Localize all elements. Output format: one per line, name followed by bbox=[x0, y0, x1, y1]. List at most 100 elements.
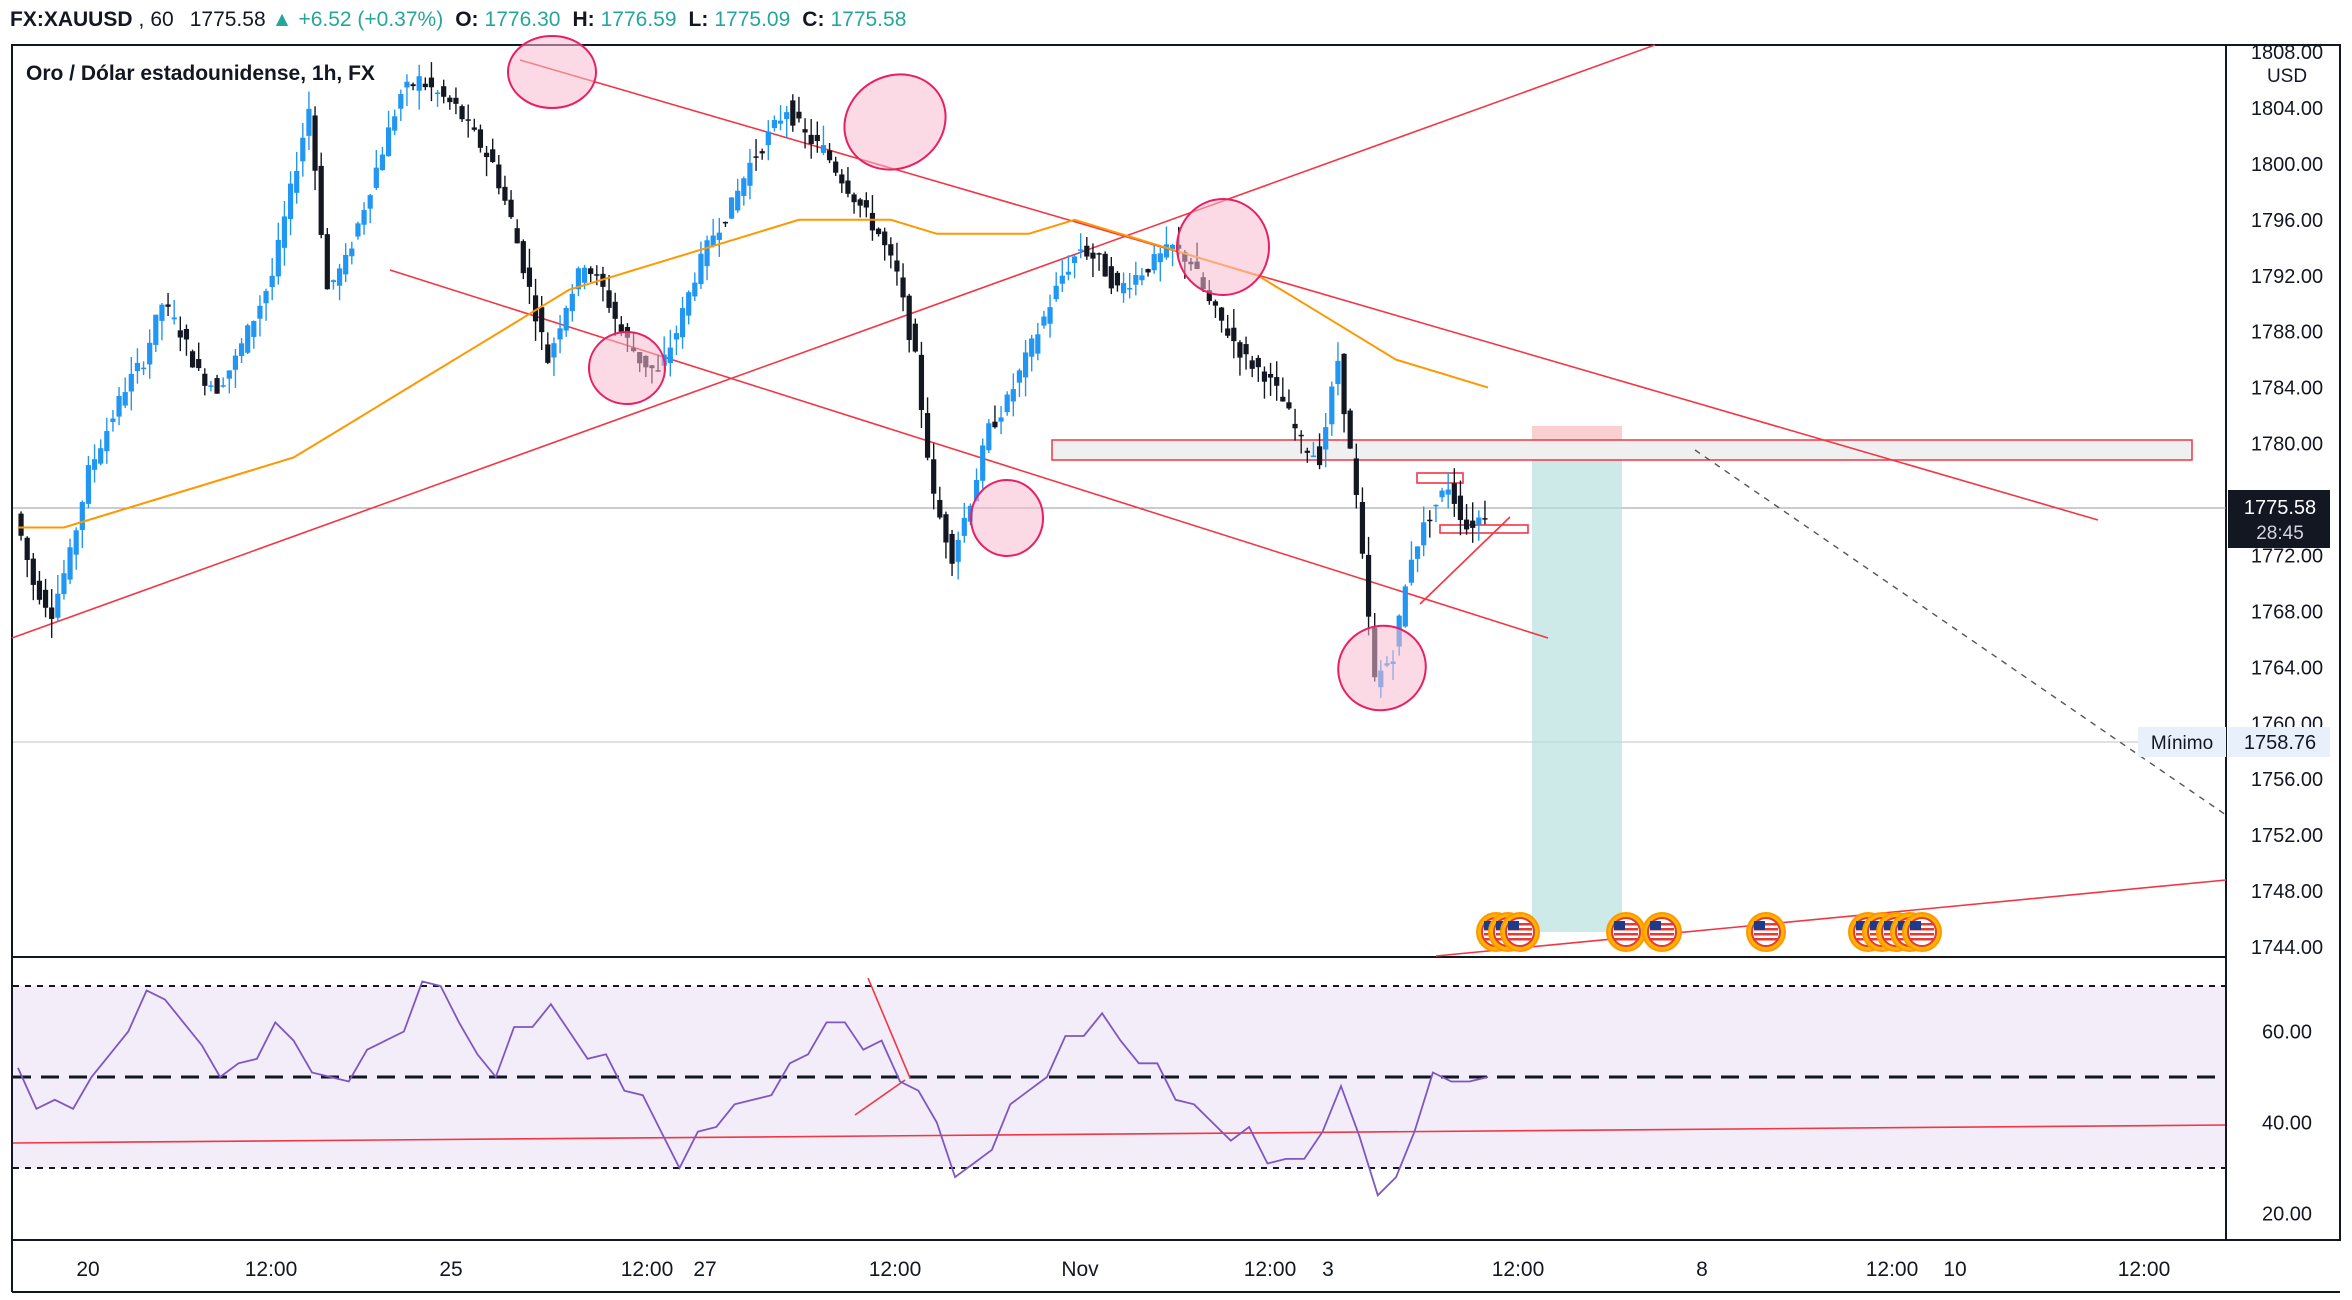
us-flag-icon[interactable] bbox=[1642, 912, 1682, 952]
candle-body bbox=[606, 290, 612, 308]
symbol-sep: , bbox=[138, 8, 145, 31]
interval[interactable]: 60 bbox=[150, 8, 174, 31]
candle-body bbox=[1139, 275, 1145, 281]
candle-body bbox=[973, 480, 980, 502]
min-label: Mínimo bbox=[2151, 733, 2213, 754]
trendline-small-a[interactable] bbox=[1419, 516, 1511, 605]
countdown: 28:45 bbox=[2256, 523, 2304, 544]
candle-body bbox=[1243, 344, 1249, 355]
candle-body bbox=[1163, 244, 1170, 258]
candle-body bbox=[1145, 269, 1151, 273]
price-axis[interactable]: 1744.001748.001752.001756.001760.001764.… bbox=[2251, 42, 2323, 959]
us-flag-icon[interactable] bbox=[1746, 912, 1786, 952]
candle-body bbox=[226, 370, 232, 379]
close-value: 1775.58 bbox=[830, 8, 907, 31]
candle-body bbox=[404, 81, 410, 88]
candle-body bbox=[986, 423, 992, 451]
candle-body bbox=[349, 248, 355, 257]
candle-body bbox=[1427, 519, 1433, 522]
candle-body bbox=[490, 149, 496, 162]
candle-body bbox=[1304, 450, 1310, 453]
pivot-ellipse[interactable] bbox=[507, 35, 597, 109]
trendline-ascending[interactable] bbox=[11, 44, 1656, 639]
candle-body bbox=[140, 367, 147, 370]
candle-body bbox=[392, 116, 398, 131]
candle-body bbox=[955, 539, 961, 562]
candle-body bbox=[1310, 455, 1317, 458]
candle-body bbox=[551, 343, 557, 358]
candle-body bbox=[269, 275, 275, 288]
mini-box-a[interactable] bbox=[1416, 472, 1464, 484]
candle-body bbox=[777, 120, 784, 124]
trendline-rsi[interactable] bbox=[12, 1124, 2226, 1144]
price-tick-label: 1748.00 bbox=[2251, 881, 2323, 903]
target-zone[interactable] bbox=[1532, 446, 1622, 932]
candle-body bbox=[826, 150, 833, 161]
pivot-ellipse[interactable] bbox=[1176, 198, 1270, 296]
candle-body bbox=[508, 199, 514, 218]
chart-legend[interactable]: Oro / Dólar estadounidense, 1h, FX bbox=[26, 62, 375, 85]
mini-box-b[interactable] bbox=[1439, 524, 1529, 534]
rsi-axis[interactable]: 20.00 40.00 60.00 bbox=[2262, 1022, 2312, 1226]
us-flag-icon[interactable] bbox=[1500, 912, 1540, 952]
time-tick-label: 3 bbox=[1322, 1258, 1334, 1281]
resistance-box[interactable] bbox=[1051, 439, 2193, 461]
candle-body bbox=[165, 304, 171, 307]
candle-body bbox=[1255, 357, 1261, 368]
pivot-ellipse[interactable] bbox=[588, 331, 666, 405]
symbol-name[interactable]: FX:XAUUSD bbox=[10, 8, 133, 31]
candle-body bbox=[312, 115, 318, 171]
trendlines[interactable] bbox=[11, 44, 2227, 1144]
currency-label[interactable]: USD bbox=[2267, 66, 2307, 87]
candle-body bbox=[765, 131, 771, 146]
pivot-ellipse[interactable] bbox=[970, 479, 1044, 557]
candle-body bbox=[1127, 288, 1133, 290]
candle-body bbox=[808, 134, 814, 145]
candle-body bbox=[918, 354, 925, 410]
candle-body bbox=[281, 216, 288, 248]
candle-body bbox=[784, 112, 790, 120]
projection-line[interactable] bbox=[1694, 449, 2227, 816]
trendline-rsi-short-a[interactable] bbox=[867, 977, 911, 1079]
candle-body bbox=[692, 282, 698, 297]
candle-body bbox=[1151, 254, 1157, 271]
price-tick-label: 1800.00 bbox=[2251, 154, 2323, 176]
candle-body bbox=[539, 307, 545, 333]
pivot-ellipse[interactable] bbox=[1326, 613, 1437, 722]
price-tick-label: 1796.00 bbox=[2251, 210, 2323, 232]
trendline-channel-lower[interactable] bbox=[389, 269, 1549, 639]
candle-body bbox=[257, 305, 263, 319]
low-value: 1775.09 bbox=[714, 8, 791, 31]
trendline-descending[interactable] bbox=[519, 59, 2099, 521]
candle-body bbox=[557, 328, 563, 340]
candle-body bbox=[1353, 458, 1359, 495]
candle-body bbox=[526, 267, 533, 287]
candle-body bbox=[514, 228, 520, 244]
candle-body bbox=[612, 301, 618, 319]
us-flag-icon[interactable] bbox=[1902, 912, 1942, 952]
time-tick-label: 25 bbox=[439, 1258, 462, 1281]
trendline-rsi-short-b[interactable] bbox=[854, 1079, 906, 1116]
candle-body bbox=[1433, 504, 1439, 507]
candle-body bbox=[520, 241, 526, 274]
trendline-support[interactable] bbox=[1435, 879, 2227, 957]
candle-body bbox=[673, 333, 680, 340]
candle-body bbox=[1041, 316, 1047, 326]
rsi-tick-label: 20.00 bbox=[2262, 1204, 2312, 1226]
candle-body bbox=[55, 593, 61, 618]
candle-body bbox=[36, 580, 43, 600]
candle-body bbox=[171, 317, 177, 320]
pivot-ellipse[interactable] bbox=[827, 56, 963, 188]
candle-body bbox=[618, 324, 624, 332]
time-axis[interactable]: 20 12:00 25 12:00 27 12:00 Nov 12:00 3 12:00 8 12:0… bbox=[76, 1258, 2170, 1281]
candle-body bbox=[459, 106, 465, 120]
candle-body bbox=[1029, 338, 1035, 357]
candle-body bbox=[594, 274, 600, 276]
candle-body bbox=[1237, 342, 1243, 358]
us-flag-icon[interactable] bbox=[1606, 912, 1646, 952]
candle-body bbox=[214, 378, 220, 394]
candle-body bbox=[1231, 327, 1237, 342]
candle-body bbox=[453, 97, 459, 104]
candle-body bbox=[845, 180, 851, 194]
